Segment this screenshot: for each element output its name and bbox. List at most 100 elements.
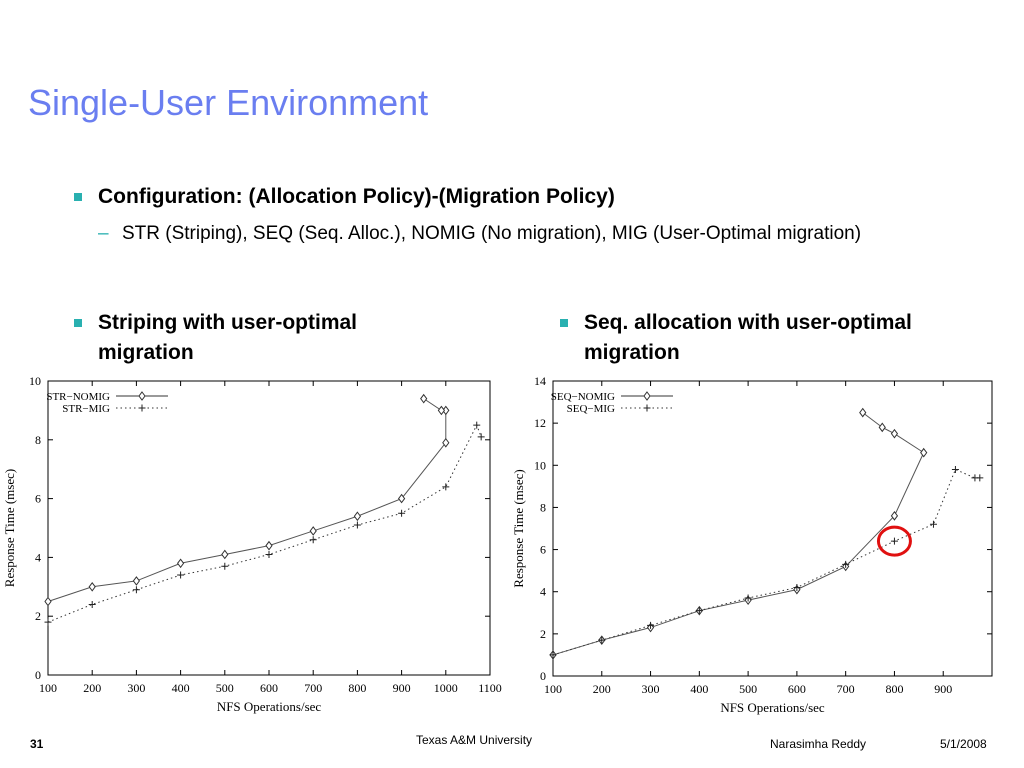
- x-tick-label: 400: [690, 682, 708, 696]
- x-axis-label: NFS Operations/sec: [217, 699, 322, 714]
- x-tick-label: 800: [885, 682, 903, 696]
- series-line-0: [552, 412, 925, 656]
- legend-marker: [138, 391, 146, 401]
- plot-frame: [552, 380, 993, 677]
- data-point: [132, 586, 140, 594]
- x-tick-label: 800: [348, 681, 366, 695]
- data-point: [442, 483, 450, 491]
- x-tick-label: 900: [393, 681, 411, 695]
- data-point: [437, 405, 446, 416]
- x-tick-label: 300: [127, 681, 145, 695]
- legend-label: STR−MIG: [62, 403, 110, 415]
- data-point: [176, 558, 185, 569]
- square-bullet-icon: [560, 319, 568, 327]
- data-point: [353, 511, 362, 522]
- data-point: [88, 600, 96, 608]
- legend-marker: [138, 404, 146, 412]
- data-point: [793, 584, 801, 591]
- slide-title: Single-User Environment: [28, 82, 429, 123]
- data-point: [890, 428, 899, 439]
- x-tick-label: 600: [788, 682, 806, 696]
- x-tick-label: 200: [83, 681, 101, 695]
- data-point: [265, 550, 273, 558]
- y-tick-label: 12: [534, 416, 546, 430]
- footer-author: Narasimha Reddy: [770, 737, 867, 751]
- data-point: [878, 422, 886, 433]
- data-point: [420, 393, 428, 404]
- data-point: [88, 581, 96, 592]
- data-point: [44, 618, 52, 626]
- data-point: [177, 571, 185, 579]
- data-point: [929, 520, 937, 528]
- data-point: [598, 636, 606, 644]
- plot-frame: [47, 380, 491, 676]
- data-point: [744, 594, 752, 602]
- data-point: [353, 521, 361, 529]
- legend-label: SEQ−NOMIG: [551, 391, 615, 403]
- square-bullet-icon: [74, 193, 82, 201]
- data-point: [859, 407, 867, 418]
- square-bullet-icon: [74, 319, 82, 327]
- bullet-configuration: Configuration: (Allocation Policy)-(Migr…: [74, 182, 974, 212]
- y-axis-label: Response Time (msec): [511, 469, 526, 587]
- legend-label: SEQ−MIG: [567, 403, 615, 415]
- x-tick-label: 700: [304, 681, 322, 695]
- bullet-configuration-text: Configuration: (Allocation Policy)-(Migr…: [98, 185, 615, 208]
- legend-marker: [643, 404, 651, 412]
- x-tick-label: 400: [172, 681, 190, 695]
- x-tick-label: 700: [837, 682, 855, 696]
- x-tick-label: 100: [544, 682, 562, 696]
- data-point: [890, 511, 899, 521]
- sub-bullet-abbreviations: – STR (Striping), SEQ (Seq. Alloc.), NOM…: [98, 222, 918, 246]
- data-point: [221, 549, 229, 560]
- data-point: [976, 474, 984, 482]
- dash-bullet-icon: –: [98, 223, 109, 244]
- data-point: [477, 433, 485, 441]
- data-point: [398, 509, 406, 517]
- y-tick-label: 0: [35, 668, 41, 682]
- x-tick-label: 200: [593, 682, 611, 696]
- data-point: [44, 596, 52, 607]
- y-tick-label: 4: [35, 550, 41, 564]
- series-line-1: [552, 468, 980, 656]
- y-tick-label: 2: [35, 609, 41, 623]
- x-tick-label: 900: [934, 682, 952, 696]
- bullet-right-caption: Seq. allocation with user-optimal migrat…: [560, 308, 920, 368]
- x-tick-label: 300: [642, 682, 660, 696]
- x-tick-label: 500: [739, 682, 757, 696]
- chart-striping: 100 200 300 400 500 600 700 800 900 1000 1100 0 2 4 6 8…: [2, 374, 502, 714]
- series-line-0: [47, 398, 447, 602]
- data-point: [221, 562, 229, 570]
- y-axis-label: Response Time (msec): [2, 469, 17, 587]
- chart-seq-allocation: 100 200 300 400 500 600 700 800 900 0 2 4 6 8 10 12 14 NF…: [511, 374, 993, 715]
- data-point: [473, 421, 481, 429]
- legend-label: STR−NOMIG: [46, 391, 110, 403]
- series-line-1: [47, 423, 482, 623]
- y-tick-label: 8: [540, 500, 546, 514]
- data-point: [920, 447, 928, 458]
- data-point: [695, 607, 703, 615]
- legend-marker: [643, 391, 651, 401]
- y-tick-label: 8: [35, 433, 41, 447]
- sub-bullet-text: STR (Striping), SEQ (Seq. Alloc.), NOMIG…: [122, 223, 862, 244]
- y-tick-label: 14: [534, 374, 546, 388]
- data-point: [890, 537, 898, 545]
- page-number: 31: [30, 737, 44, 751]
- x-tick-label: 1000: [434, 681, 458, 695]
- y-tick-label: 6: [540, 543, 546, 557]
- y-tick-label: 4: [540, 585, 546, 599]
- x-tick-label: 1100: [478, 681, 502, 695]
- y-tick-label: 2: [540, 627, 546, 641]
- right-caption-text: Seq. allocation with user-optimal migrat…: [584, 311, 912, 364]
- y-tick-label: 10: [29, 374, 41, 388]
- data-point: [265, 540, 273, 551]
- footer-university: Texas A&M University: [416, 733, 533, 747]
- footer-date: 5/1/2008: [940, 737, 987, 751]
- x-tick-label: 100: [39, 681, 57, 695]
- data-point: [397, 493, 406, 504]
- y-tick-label: 6: [35, 492, 41, 506]
- y-tick-label: 0: [540, 669, 546, 683]
- data-point: [442, 437, 450, 448]
- x-tick-label: 600: [260, 681, 278, 695]
- data-point: [309, 526, 317, 536]
